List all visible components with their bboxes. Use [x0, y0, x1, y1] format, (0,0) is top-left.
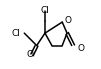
Text: Cl: Cl [41, 6, 49, 15]
Text: Cl: Cl [11, 29, 20, 38]
Text: O: O [26, 50, 33, 59]
Text: O: O [77, 44, 84, 53]
Text: O: O [64, 16, 71, 25]
